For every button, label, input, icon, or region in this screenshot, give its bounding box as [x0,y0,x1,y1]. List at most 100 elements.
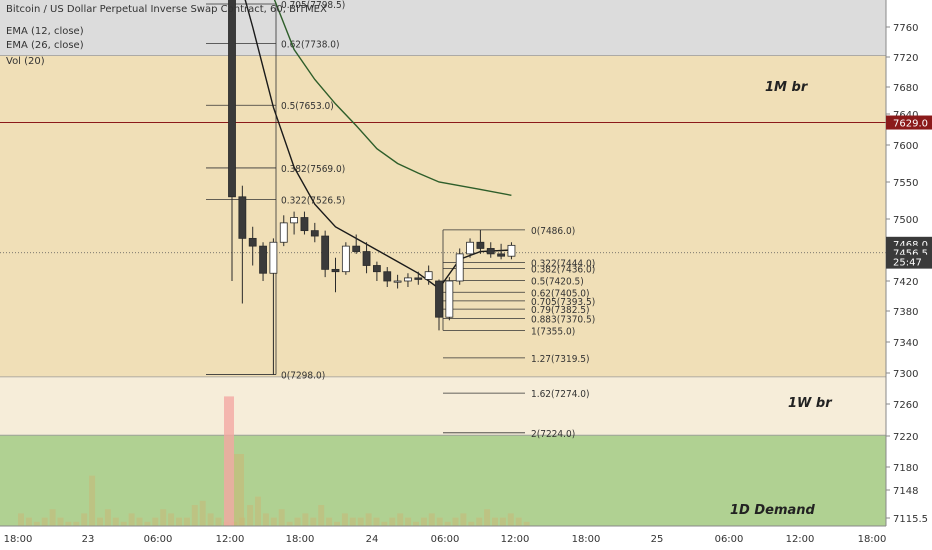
candle-body [393,280,402,283]
volume-bar [41,517,48,526]
volume-bar [144,521,151,526]
volume-bar [428,513,435,526]
zone-label: 1D Demand [730,503,816,518]
fib-left-label: 0(7298.0) [281,371,325,382]
zone-label: 1M br [765,80,809,95]
volume-bar [523,521,530,526]
chart-title: Bitcoin / US Dollar Perpetual Inverse Sw… [6,4,327,15]
price-tick-label: 7148 [893,486,918,497]
fib-right-label: 2(7224.0) [531,429,575,440]
fib-right-label: 0.62(7405.0) [531,288,590,299]
volume-bar [104,509,111,526]
volume-bar [168,513,175,526]
volume-bar [49,509,56,526]
price-axis-bg [886,0,932,550]
volume-bar [89,475,96,526]
zone-label: 1W br [788,396,833,411]
time-tick-label: 18:00 [858,534,887,545]
volume-bar [365,513,372,526]
fib-left-label: 0.705(7798.5) [281,0,345,11]
price-tick-label: 7300 [893,369,918,380]
fib-right-label: 0.79(7382.5) [531,305,590,316]
volume-bar [413,521,419,526]
time-tick-label: 24 [366,534,379,545]
time-tick-label: 18:00 [4,534,33,545]
candle-body [269,241,278,274]
volume-bar [286,521,293,526]
volume-bar [262,513,269,526]
volume-bar [484,509,491,526]
volume-bar [191,505,198,526]
candle-body [279,222,288,243]
zone-labels: 1M br 1W br 1D Demand [730,80,833,518]
price-tick-label: 7340 [893,338,918,349]
price-tick-label: 7420 [893,277,918,288]
price-tick-label: 7500 [893,215,918,226]
candle-body [248,237,257,247]
price-tag-label: 7468.0 [893,240,928,251]
candle-body [476,241,485,249]
candle-body [290,217,299,224]
candle-body [238,196,247,239]
volume-bar [278,509,285,526]
price-tick-label: 7260 [893,400,918,411]
fib-right-label: 0(7486.0) [531,226,575,237]
volume-bar [397,513,404,526]
volume-bar [33,521,40,526]
candle-body [404,277,412,282]
candle-body [372,265,381,273]
volume-bar [136,517,143,526]
fib-right-label: 0.322(7444.0) [531,258,595,269]
time-axis[interactable]: 18:00 23 06:00 12:00 18:00 24 06:00 12:00 18:00 2… [0,525,932,550]
volume-bar [81,513,88,526]
volume-bar [255,496,261,526]
price-tick-label: 7220 [893,432,918,443]
candle-body [383,271,392,282]
volume-bar [452,517,459,526]
candle-body [362,251,371,266]
volume-bar [152,517,159,526]
price-axis[interactable]: 7760772076807640760075507500746074207380… [885,0,932,550]
legend-volume: Vol (20) [6,56,45,67]
volume-bar [294,517,301,526]
volume-bar [310,517,317,526]
price-tick-label: 7180 [893,463,918,474]
time-tick-label: 12:00 [216,534,245,545]
volume-bar [326,517,333,526]
price-tag-bg [886,254,932,269]
candle-body [435,280,443,318]
fib-right-label: 1.27(7319.5) [531,354,590,365]
time-tick-label: 12:00 [786,534,815,545]
price-tick-label: 7760 [893,23,918,34]
zone-band [0,376,886,436]
volume-bar [499,517,506,526]
volume-bar [318,505,325,526]
volume-bar [65,521,72,526]
candle-body [507,244,516,257]
time-tick-label: 06:00 [715,534,744,545]
price-tag-label: 7629.0 [893,119,928,130]
chart-legend: Bitcoin / US Dollar Perpetual Inverse Sw… [6,4,327,67]
candle-body [341,245,350,273]
ema26-line [273,0,512,196]
volume-bar [460,513,467,526]
volume-bar [302,513,309,526]
time-tick-label: 18:00 [286,534,315,545]
candle-body [331,268,340,273]
volume-bar [270,517,277,526]
fib-right-label: 1(7355.0) [531,326,575,337]
volume-bar [128,513,135,526]
volume-bar [112,517,119,526]
volume-bar [120,521,127,526]
fib-right-label: 0.5(7420.5) [531,277,584,288]
fib-left-label: 0.62(7738.0) [281,40,340,51]
time-tick-label: 06:00 [144,534,173,545]
price-tag-label: 25:47 [893,258,922,269]
volume-bar [436,517,443,526]
volume-bar [215,517,222,526]
volume-bar [25,517,32,526]
fib-left-label: 0.382(7569.0) [281,164,345,175]
price-tag-bg [886,115,932,130]
fib-right-label: 0.382(7436.0) [531,265,595,276]
